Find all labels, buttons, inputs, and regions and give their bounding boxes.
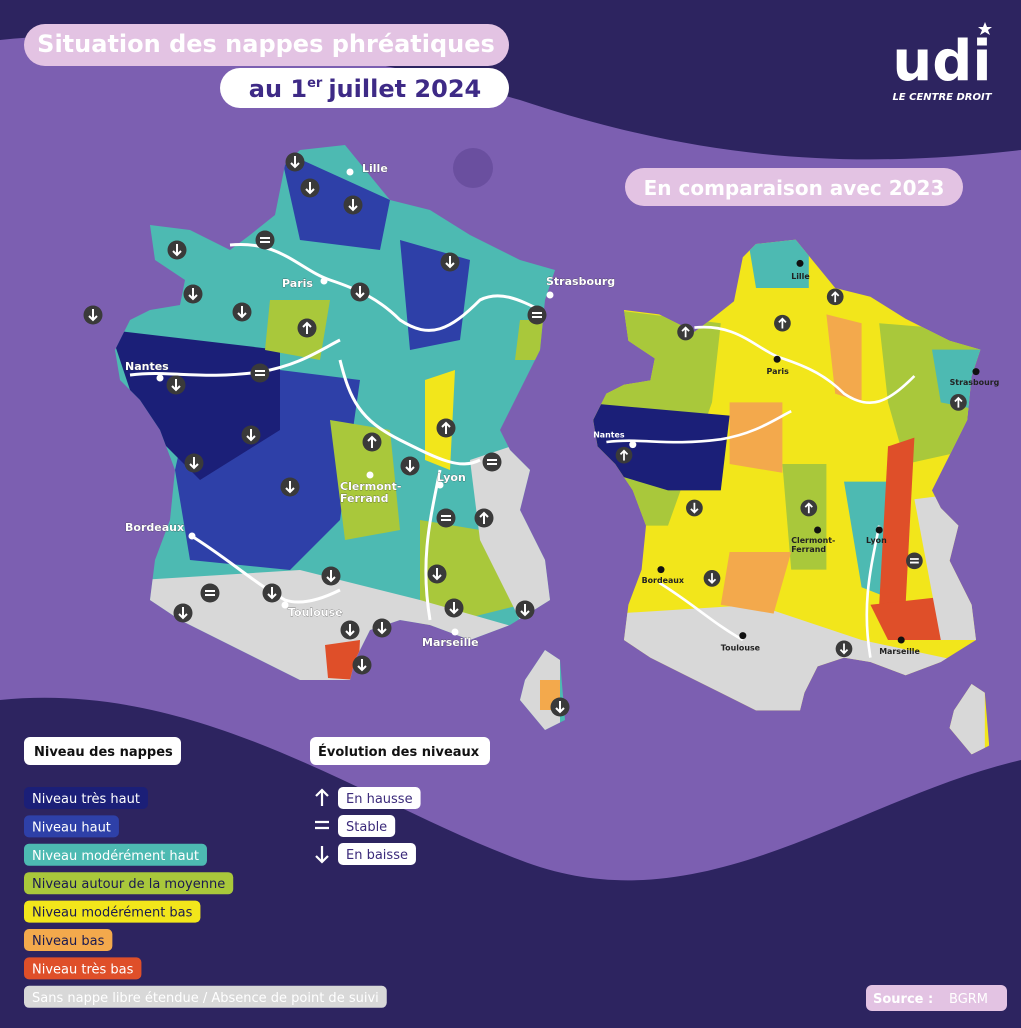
cities-2023: Lille Paris Strasbourg Nantes Clermont-F… [593,259,1000,656]
cities-2024: Lille Paris Strasbourg Nantes Clermont-F… [125,162,616,649]
source: Source : BGRM [866,985,1007,1011]
city-label: Clermont-Ferrand [791,536,835,554]
legend-label: Niveau bas [32,934,105,949]
city-label: Strasbourg [546,275,615,288]
city-label: Nantes [125,360,169,373]
legend-swatch [24,787,148,809]
logo-name: udi [892,29,991,94]
legend-label: Niveau modérément haut [32,849,199,864]
legend-label: Niveau très haut [32,792,140,807]
city-label: Marseille [879,647,920,656]
legend-swatch [24,929,113,951]
legend-label: Niveau modérément bas [32,906,193,921]
city-label: Nantes [593,431,625,440]
city-label: Paris [767,367,790,376]
title: Situation des nappes phréatiques au 1er j… [24,24,509,108]
legend-swatch [24,843,207,866]
evolution-label: En baisse [346,848,408,863]
legend-swatch [24,985,387,1008]
evolution-label: En hausse [346,792,413,807]
city-label: Lyon [866,536,887,545]
city-label: Strasbourg [950,378,1000,387]
city-label: Bordeaux [125,521,184,534]
logo: udi LE CENTRE DROIT [892,22,993,103]
logo-tagline: LE CENTRE DROIT [892,92,992,103]
city-label: Lyon [437,471,466,484]
city-label: Marseille [422,636,479,649]
evolution-label: Stable [346,820,387,835]
title-sup: er [307,76,323,91]
source-label: Source : [873,992,933,1007]
city-label: Paris [282,277,313,290]
legend-label: Niveau très bas [32,962,134,977]
legend-swatch [24,815,119,838]
title-suffix: juillet 2024 [327,75,481,103]
comparison-title: En comparaison avec 2023 [644,176,945,200]
city-label: Lille [791,272,810,281]
legend-swatch [24,872,234,895]
legend-label: Sans nappe libre étendue / Absence de po… [32,991,379,1006]
title-line1: Situation des nappes phréatiques [37,30,495,58]
legend-swatch [24,900,201,923]
city-label: Toulouse [721,644,760,653]
source-value: BGRM [949,992,988,1007]
legend-label: Niveau autour de la moyenne [32,877,225,892]
evolution-box [338,843,416,865]
city-label: Toulouse [288,606,343,619]
city-label: Clermont-Ferrand [340,480,401,505]
legend-levels: Niveau des nappes Niveau très haut Niveau… [24,737,387,1008]
legend-title: Niveau des nappes [34,745,173,760]
evolution-box [338,815,396,837]
city-label: Lille [362,162,388,175]
legend-swatch [24,957,142,980]
legend-evolution: Évolution des niveaux En hausse Stable En … [310,737,490,865]
title-prefix: au 1 [249,75,307,103]
evolution-box [338,787,421,809]
title-line2: au 1er juillet 2024 [249,75,481,103]
city-label: Bordeaux [642,576,684,585]
legend-title: Évolution des niveaux [318,744,480,760]
legend-label: Niveau haut [32,820,111,835]
